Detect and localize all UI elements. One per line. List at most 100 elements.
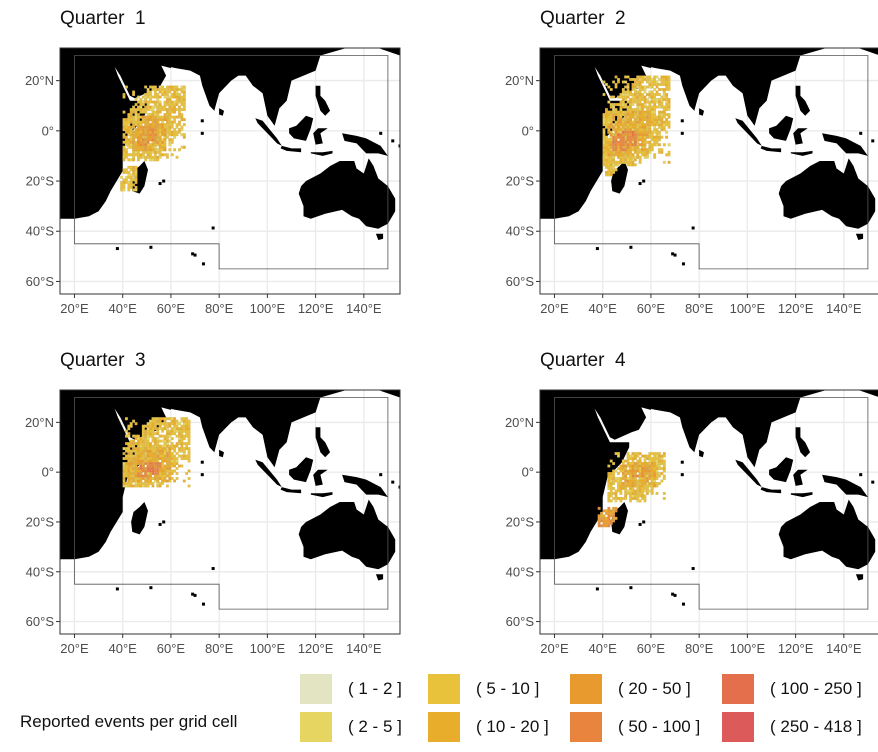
heat-cell [180,449,184,453]
heat-cell [658,118,661,122]
heat-cell [658,454,661,458]
land-mass [280,487,302,494]
heat-cell [638,90,642,94]
heat-cell [165,95,169,99]
heat-cell [614,153,618,157]
heat-cell [165,459,169,463]
heat-cell [182,429,186,433]
heat-cell [658,143,661,147]
heat-cell [612,160,616,164]
heat-cell [153,138,157,142]
heat-cell [619,140,623,144]
heat-cell [149,138,152,142]
heat-cell [636,118,640,122]
island [673,593,677,597]
heat-cell [149,477,152,480]
heat-cell [168,118,172,122]
heat-cell [149,150,152,154]
land-mass [298,158,396,229]
land-mass [375,574,384,581]
heat-cell [170,442,174,446]
heat-cell [619,125,623,129]
heat-cell [650,148,654,152]
heat-cell [137,95,140,99]
heat-cell [643,128,647,132]
heat-cell [655,138,659,142]
heat-cell [158,105,162,109]
heat-cell [612,479,616,483]
heat-cell [609,482,613,485]
heat-cell [146,434,150,438]
heat-cell [139,138,143,142]
heat-cell [617,113,620,117]
heat-cell [609,135,613,139]
x-tick-label: 20°E [540,641,569,656]
heat-cell [612,168,616,172]
heat-cell [653,467,657,470]
heat-cell [156,442,160,446]
heat-cell [134,143,138,147]
heat-cell [127,479,131,483]
heat-cell [626,135,630,139]
heat-cell [144,482,148,485]
heat-cell [156,155,160,159]
heat-cell [629,128,632,132]
heat-cell [667,80,671,84]
heat-cell [127,153,131,157]
heat-cell [665,80,669,84]
heat-cell [653,155,657,159]
island [673,253,677,257]
heat-cell [609,511,613,515]
heat-cell [144,457,148,461]
heat-cell [165,432,169,436]
heat-cell [609,491,613,495]
heat-cell [134,113,138,117]
heat-cell [617,103,620,107]
heat-cell [129,113,133,117]
heat-cell [151,118,155,122]
heat-cell [643,118,647,122]
island [200,473,204,477]
heat-cell [139,125,143,129]
heat-cell [645,125,649,129]
heat-cell [605,170,608,174]
heat-cell [624,138,628,142]
heat-cell [667,150,671,154]
heat-cell [141,442,145,446]
heat-cell [614,143,618,147]
heat-cell [621,160,625,164]
heat-cell [137,113,140,117]
heat-cell [614,469,618,473]
heat-cell [612,472,616,475]
heat-cell [648,462,652,465]
heat-cell [607,145,611,149]
heat-cell [609,158,613,162]
heat-cell [629,110,632,114]
heat-cell [146,472,150,475]
heat-cell [633,150,637,154]
heat-cell [173,444,177,448]
heat-cell [156,437,160,441]
land-mass [793,469,808,486]
island [191,592,195,596]
heat-cell [633,118,637,122]
heat-cell [151,447,155,451]
heat-cell [125,472,128,475]
heat-cell [134,469,138,473]
heat-cell [129,118,133,122]
heat-cell [605,118,608,122]
island [671,592,675,596]
land-mass [760,487,782,494]
heat-cell [141,143,145,147]
heat-cell [170,462,174,465]
heat-cell [144,143,148,147]
land-mass [131,161,148,194]
heat-cell [624,158,628,162]
heat-cell [122,180,126,184]
heat-cell [633,93,637,96]
heat-cell [158,482,162,485]
heat-cell [660,100,664,104]
heat-cell [165,444,169,448]
heat-cell [605,173,608,177]
heat-cell [141,128,145,132]
